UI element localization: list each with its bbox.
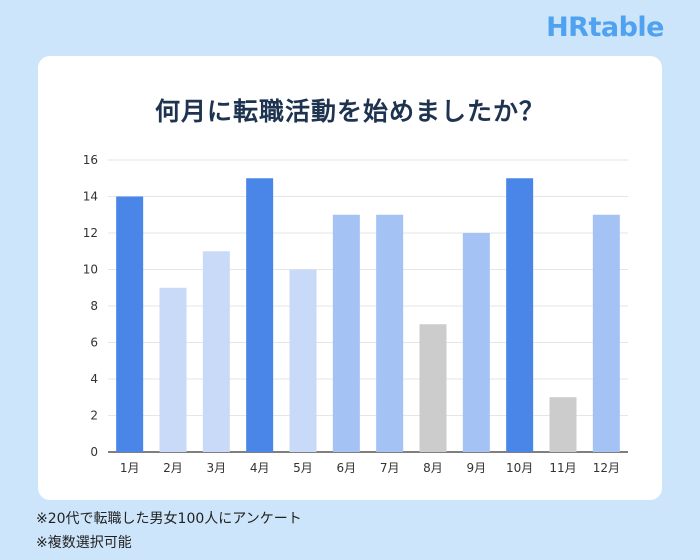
x-tick-label: 6月	[337, 461, 357, 475]
bar-7	[376, 214, 404, 452]
x-tick-label: 10月	[506, 461, 533, 475]
bar-4	[246, 178, 274, 452]
y-tick-label: 0	[90, 445, 98, 459]
x-tick-label: 7月	[380, 461, 400, 475]
x-tick-label: 11月	[549, 461, 576, 475]
y-tick-label: 14	[83, 190, 98, 204]
brand-logo: HRtable	[546, 12, 664, 43]
x-tick-label: 1月	[120, 461, 140, 475]
x-tick-label: 2月	[163, 461, 183, 475]
footnotes: ※20代で転職した男女100人にアンケート ※複数選択可能	[36, 507, 302, 555]
chart-card: 何月に転職活動を始めましたか？ 0 2 4 6 8 10 12 14 16 1月 2月 3月 4月 5月…	[38, 56, 662, 500]
bar-11	[549, 397, 577, 452]
bar-8	[419, 324, 447, 452]
y-tick-label: 8	[90, 299, 98, 313]
x-tick-label: 4月	[250, 461, 270, 475]
bar-3	[202, 251, 230, 452]
y-tick-label: 4	[90, 372, 98, 386]
x-axis-labels: 1月 2月 3月 4月 5月 6月 7月 8月 9月 10月 11月 12月	[120, 461, 620, 475]
chart-title: 何月に転職活動を始めましたか？	[154, 97, 545, 126]
footnote-multiple: ※複数選択可能	[36, 535, 132, 551]
bars	[116, 178, 620, 452]
y-tick-label: 2	[90, 409, 98, 423]
x-tick-label: 12月	[593, 461, 620, 475]
bar-10	[506, 178, 534, 452]
footnote-survey: ※20代で転職した男女100人にアンケート	[36, 511, 302, 527]
bar-chart: 0 2 4 6 8 10 12 14 16 1月 2月 3月 4月 5月 6月 7月 8月 9月 10月 11月 12…	[83, 153, 628, 475]
x-tick-label: 9月	[467, 461, 487, 475]
y-tick-label: 12	[83, 226, 98, 240]
gridlines	[108, 159, 628, 453]
bar-1	[116, 196, 144, 452]
x-tick-label: 3月	[207, 461, 227, 475]
y-tick-label: 16	[83, 153, 98, 167]
y-axis-labels: 0 2 4 6 8 10 12 14 16	[83, 153, 98, 459]
bar-5	[289, 269, 317, 452]
x-tick-label: 5月	[293, 461, 313, 475]
bar-9	[462, 233, 490, 452]
bar-6	[332, 214, 360, 452]
bar-12	[592, 214, 620, 452]
x-tick-label: 8月	[423, 461, 443, 475]
y-tick-label: 10	[83, 263, 98, 277]
y-tick-label: 6	[90, 336, 98, 350]
bar-2	[159, 287, 187, 452]
